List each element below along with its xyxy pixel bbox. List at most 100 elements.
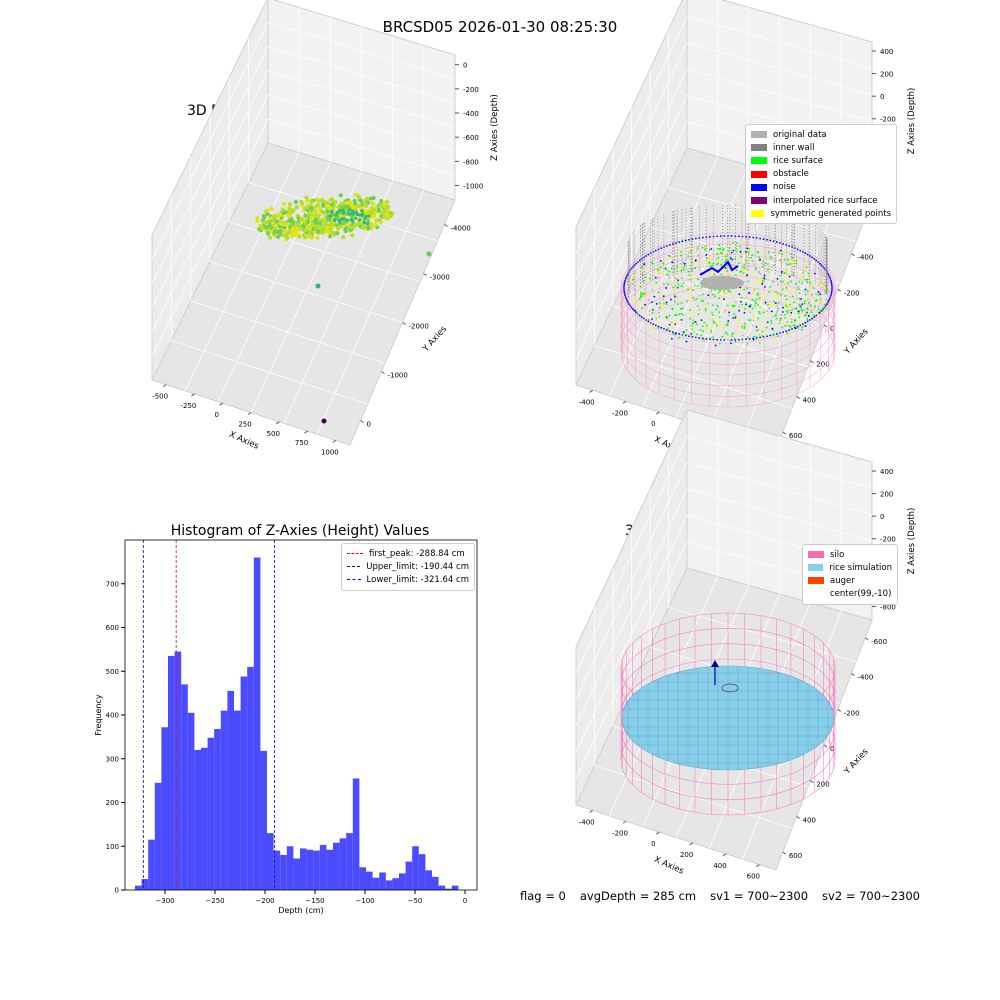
surface-point: [753, 335, 755, 338]
surface-point: [761, 281, 764, 284]
noise-point: [638, 259, 641, 262]
noise-point: [831, 288, 833, 291]
noise-point: [820, 309, 823, 312]
x-tick-label: −250: [205, 897, 224, 905]
x-tick-label: 400: [713, 862, 726, 870]
surface-point: [660, 304, 662, 307]
y-tick: [782, 851, 787, 855]
surface-point: [717, 292, 720, 294]
surface-point: [716, 253, 719, 255]
surface-point: [697, 254, 699, 257]
surface-point: [680, 318, 683, 321]
noise-point: [719, 235, 722, 238]
surface-point: [812, 282, 814, 285]
data-point: [300, 223, 306, 228]
surface-point: [800, 306, 803, 308]
surface-point: [754, 302, 757, 305]
surface-point: [714, 344, 717, 347]
surface-point: [724, 266, 727, 269]
surface-point: [784, 313, 786, 316]
surface-point: [721, 335, 724, 338]
surface-point: [798, 303, 801, 306]
data-point: [366, 225, 371, 230]
surface-point: [720, 273, 723, 276]
surface-point: [708, 248, 711, 251]
surface-point: [634, 309, 637, 312]
data-point: [315, 197, 320, 202]
surface-point: [798, 305, 801, 308]
x-tick-label: -400: [579, 818, 595, 826]
noise-point: [630, 267, 633, 270]
data-point: [359, 205, 364, 211]
data-point: [317, 206, 322, 211]
data-point: [304, 195, 309, 200]
histogram-bar: [412, 846, 419, 890]
surface-point: [637, 313, 640, 316]
surface-point: [789, 257, 791, 260]
surface-point: [675, 314, 678, 316]
surface-point: [746, 287, 749, 290]
surface-point: [718, 342, 721, 345]
x-axis-label: Depth (cm): [278, 906, 323, 915]
surface-point: [747, 328, 749, 331]
surface-point: [759, 341, 762, 343]
z-tick-label: 400: [880, 48, 893, 56]
surface-point: [725, 299, 728, 302]
noise-point: [804, 321, 807, 324]
histogram-bar: [194, 750, 201, 890]
surface-point: [680, 269, 683, 272]
surface-point: [785, 287, 788, 289]
data-point: [376, 207, 382, 213]
data-point: [265, 211, 270, 216]
surface-point: [796, 319, 799, 322]
surface-point: [780, 313, 783, 316]
surface-point: [789, 314, 792, 317]
surface-point: [753, 288, 756, 291]
legend-item-rice-surface: rice surface: [751, 154, 891, 167]
noise-point: [815, 259, 818, 262]
data-point: [300, 203, 305, 208]
surface-point: [734, 340, 737, 343]
noise-point: [625, 297, 628, 300]
x-tick: [722, 853, 727, 857]
surface-point: [740, 242, 743, 245]
surface-point: [705, 253, 708, 256]
noise-point: [815, 314, 818, 317]
surface-point: [631, 283, 634, 285]
surface-point: [648, 281, 651, 283]
histogram-bar: [339, 838, 347, 890]
surface-point: [774, 302, 777, 305]
surface-point: [749, 311, 752, 314]
noise-point: [691, 335, 694, 338]
legend-label: first_peak: -288.84 cm: [369, 548, 465, 559]
data-point: [330, 209, 334, 213]
surface-point: [812, 314, 815, 317]
surface-point: [759, 306, 762, 309]
data-point: [328, 214, 332, 218]
surface-point: [703, 321, 706, 324]
noise-point: [652, 323, 655, 326]
surface-point: [779, 259, 782, 261]
surface-point: [804, 325, 807, 327]
surface-point: [786, 321, 789, 324]
noise-point: [645, 255, 647, 257]
surface-point: [632, 299, 635, 302]
data-point: [382, 201, 387, 206]
surface-point: [654, 276, 657, 279]
surface-point: [823, 303, 826, 306]
figure-suptitle: BRCSD05 2026-01-30 08:25:30: [382, 18, 618, 36]
surface-point: [705, 324, 708, 327]
surface-point: [738, 293, 741, 296]
surface-point: [794, 319, 797, 322]
surface-point: [778, 322, 781, 325]
surface-point: [729, 272, 732, 275]
data-point: [294, 221, 299, 226]
surface-point: [774, 314, 777, 317]
surface-point: [727, 314, 730, 317]
surface-point: [821, 309, 824, 312]
data-point: [290, 232, 295, 237]
surface-point: [660, 303, 662, 306]
surface-point: [748, 291, 750, 294]
noise-point: [626, 274, 628, 277]
surface-point: [760, 328, 763, 331]
